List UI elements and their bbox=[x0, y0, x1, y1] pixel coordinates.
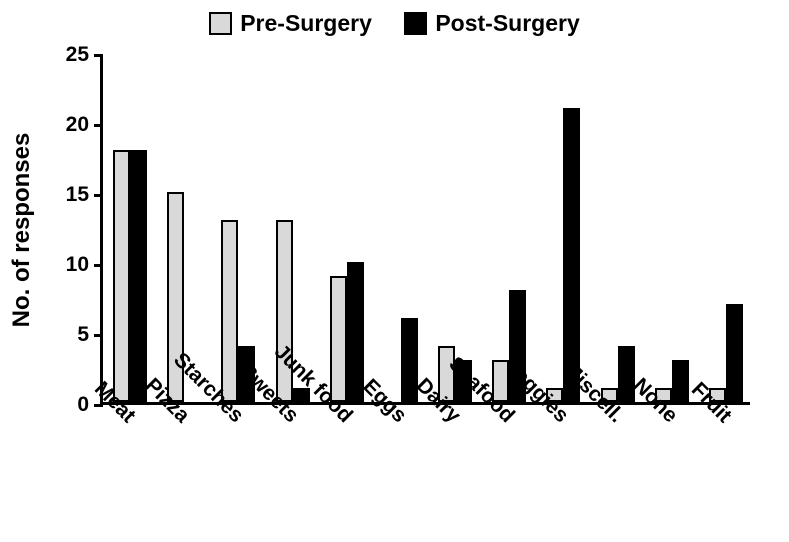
plot-area: 0510152025 bbox=[100, 55, 750, 405]
y-tick-label: 20 bbox=[66, 113, 103, 137]
y-tick-label: 15 bbox=[66, 183, 103, 207]
legend-swatch-pre bbox=[209, 12, 232, 35]
y-axis-title: No. of responses bbox=[8, 133, 36, 328]
bar bbox=[347, 262, 364, 402]
legend-item-post: Post-Surgery bbox=[404, 10, 579, 37]
legend: Pre-Surgery Post-Surgery bbox=[0, 10, 789, 40]
y-tick-label: 10 bbox=[66, 253, 103, 277]
legend-label-pre: Pre-Surgery bbox=[240, 10, 372, 37]
bar bbox=[330, 276, 347, 402]
x-labels-layer: MeatPizzaStarchesSweetsJunk foodEggsDair… bbox=[100, 408, 750, 542]
bar bbox=[726, 304, 743, 402]
bar bbox=[130, 150, 147, 402]
legend-item-pre: Pre-Surgery bbox=[209, 10, 372, 37]
y-tick-label: 25 bbox=[66, 43, 103, 67]
chart-container: Pre-Surgery Post-Surgery No. of response… bbox=[0, 0, 789, 542]
legend-swatch-post bbox=[404, 12, 427, 35]
bars-layer bbox=[103, 55, 750, 402]
legend-label-post: Post-Surgery bbox=[435, 10, 579, 37]
bar bbox=[113, 150, 130, 402]
y-tick-label: 5 bbox=[77, 323, 103, 347]
